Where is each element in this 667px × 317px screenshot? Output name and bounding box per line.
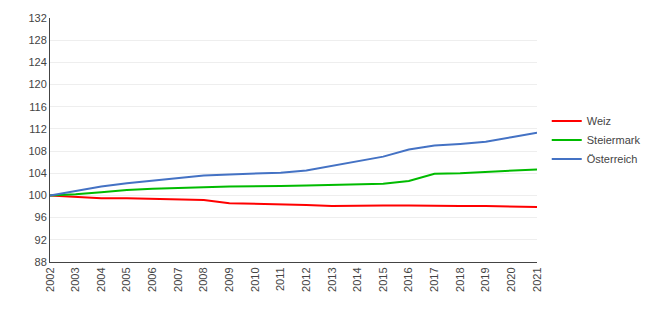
svg-text:2020: 2020 bbox=[505, 267, 517, 291]
svg-text:Weiz: Weiz bbox=[587, 115, 611, 127]
svg-text:Steiermark: Steiermark bbox=[587, 134, 641, 146]
svg-text:2012: 2012 bbox=[300, 267, 312, 291]
svg-text:2002: 2002 bbox=[44, 267, 56, 291]
svg-text:100: 100 bbox=[28, 189, 46, 201]
svg-text:2004: 2004 bbox=[95, 267, 107, 291]
svg-text:124: 124 bbox=[28, 56, 46, 68]
svg-text:108: 108 bbox=[28, 145, 46, 157]
svg-text:92: 92 bbox=[35, 234, 47, 246]
svg-text:116: 116 bbox=[29, 101, 47, 113]
svg-text:2009: 2009 bbox=[223, 267, 235, 291]
svg-text:128: 128 bbox=[28, 34, 46, 46]
svg-text:104: 104 bbox=[28, 167, 46, 179]
svg-text:2007: 2007 bbox=[172, 267, 184, 291]
svg-text:2013: 2013 bbox=[326, 267, 338, 291]
svg-text:2018: 2018 bbox=[454, 267, 466, 291]
svg-text:2005: 2005 bbox=[120, 267, 132, 291]
svg-text:88: 88 bbox=[35, 256, 47, 268]
svg-text:2010: 2010 bbox=[249, 267, 261, 291]
svg-text:2016: 2016 bbox=[402, 267, 414, 291]
svg-text:2003: 2003 bbox=[69, 267, 81, 291]
svg-text:2011: 2011 bbox=[274, 267, 286, 291]
svg-text:Österreich: Österreich bbox=[587, 153, 638, 165]
svg-text:2015: 2015 bbox=[377, 267, 389, 291]
svg-text:132: 132 bbox=[28, 12, 46, 24]
svg-text:2006: 2006 bbox=[146, 267, 158, 291]
svg-text:2014: 2014 bbox=[351, 267, 363, 291]
svg-text:2021: 2021 bbox=[531, 267, 543, 291]
svg-text:112: 112 bbox=[29, 123, 47, 135]
svg-text:120: 120 bbox=[28, 78, 46, 90]
svg-text:2008: 2008 bbox=[197, 267, 209, 291]
svg-text:2017: 2017 bbox=[428, 267, 440, 291]
svg-text:96: 96 bbox=[35, 211, 47, 223]
svg-text:2019: 2019 bbox=[479, 267, 491, 291]
